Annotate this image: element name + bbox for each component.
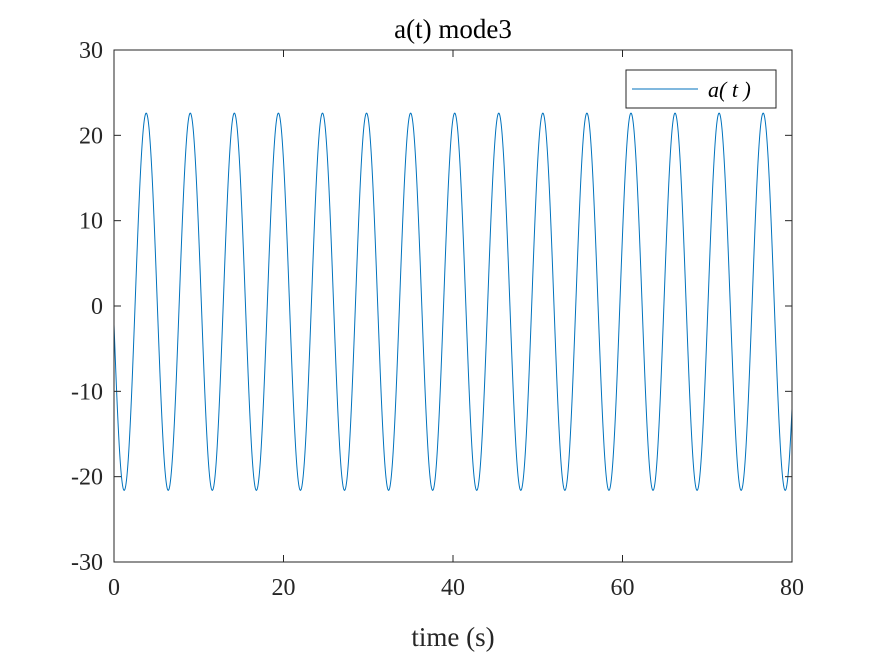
x-tick-label: 20 xyxy=(272,575,296,601)
x-tick-label: 40 xyxy=(441,575,465,601)
series-line xyxy=(113,112,793,491)
x-axis-label: time (s) xyxy=(411,622,494,652)
x-tick-label: 80 xyxy=(780,575,804,601)
chart-title: a(t) mode3 xyxy=(394,14,512,44)
plot-area xyxy=(114,50,792,562)
legend-label: a( t ) xyxy=(708,77,751,102)
x-tick-label: 60 xyxy=(611,575,635,601)
ticks-layer: 0 20 40 60 80 -30 -20 -10 0 10 20 30 xyxy=(71,38,804,601)
y-tick-label: 30 xyxy=(79,38,103,64)
y-tick-label: 0 xyxy=(91,294,103,320)
x-tick-label: 0 xyxy=(108,575,120,601)
y-tick-label: -10 xyxy=(71,379,103,405)
y-tick-label: -20 xyxy=(71,465,103,491)
series-layer xyxy=(113,112,793,491)
y-tick-label: 20 xyxy=(79,123,103,149)
y-tick-label: -30 xyxy=(71,550,103,576)
legend: a( t ) xyxy=(625,69,777,109)
y-tick-label: 10 xyxy=(79,209,103,235)
